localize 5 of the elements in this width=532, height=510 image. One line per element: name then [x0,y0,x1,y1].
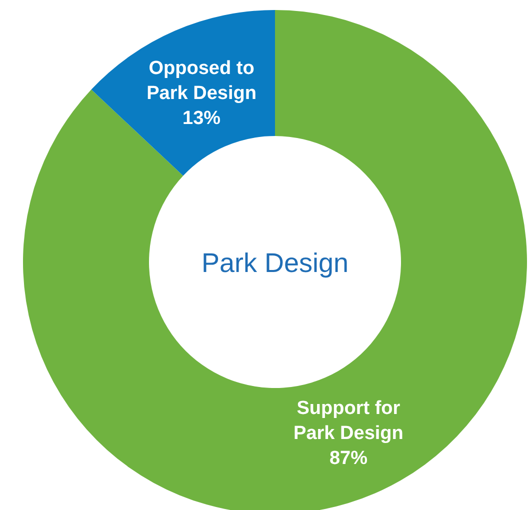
data-label: 87% [329,448,368,469]
slice-label: Support for Park Design [294,398,404,444]
text: Park Design [201,248,349,278]
data-label: 13% [182,108,221,130]
slice-label: Opposed to Park Design [146,58,256,104]
